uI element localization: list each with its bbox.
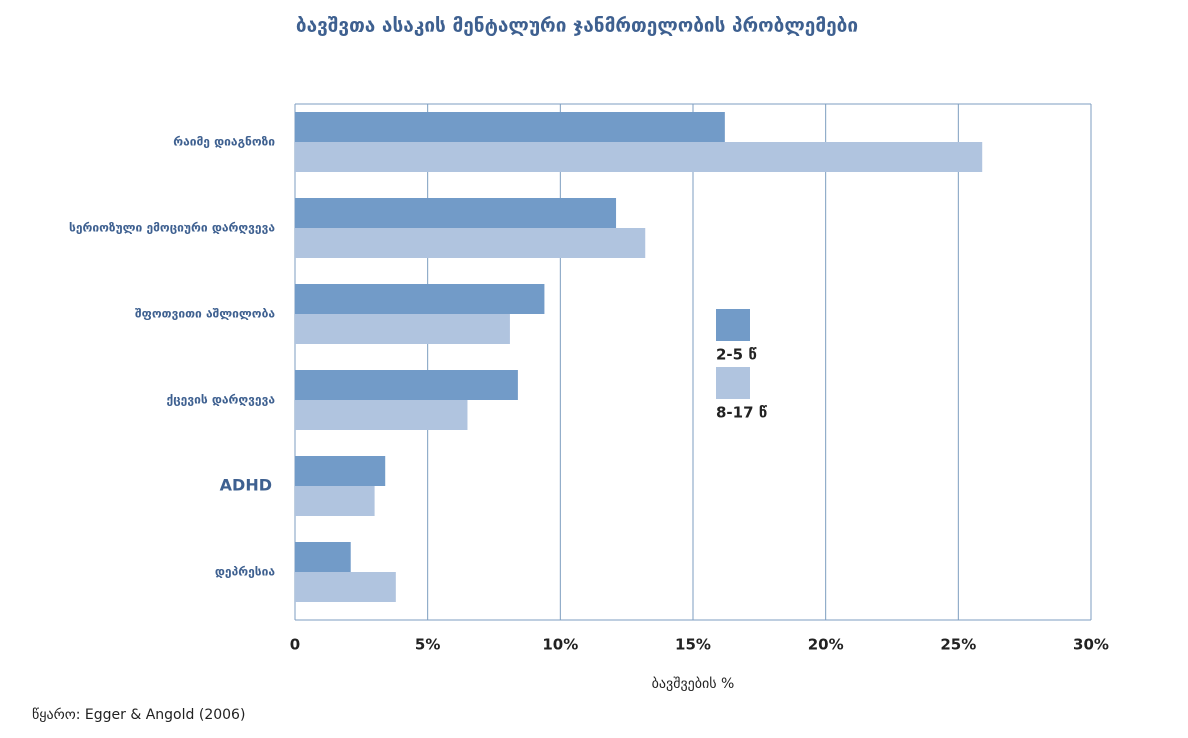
y-tick-label: რაიმე დიაგნოზი [173,135,275,149]
bar [295,542,351,572]
legend-label: 2-5 წ [716,346,757,364]
y-tick-label: ქცევის დარღვევა [166,393,275,407]
chart-title: ბავშვთა ასაკის მენტალური ჯანმრთელობის პრ… [296,15,858,37]
x-axis-label: ბავშვების % [652,676,735,692]
y-tick-label: შფოთვითი აშლილობა [135,307,275,321]
bar [295,112,725,142]
bar [295,198,617,228]
legend-swatch [716,367,750,399]
x-tick-label: 5% [415,636,440,654]
source-note: წყარო: Egger & Angold (2006) [32,706,245,723]
x-tick-label: 20% [808,636,844,654]
x-tick-label: 25% [940,636,976,654]
bar [295,142,983,172]
legend-label: 8-17 წ [716,404,767,422]
y-tick-label: ADHD [220,476,272,495]
bar [295,456,386,486]
y-tick-label: დეპრესია [215,565,275,579]
bar [295,228,646,258]
bar [295,572,396,602]
bar [295,314,510,344]
bar [295,284,545,314]
bar [295,400,468,430]
x-tick-label: 15% [675,636,711,654]
bar [295,486,375,516]
legend-swatch [716,309,750,341]
y-tick-label: სერიოზული ემოციური დარღვევა [69,221,275,235]
x-tick-label: 30% [1073,636,1109,654]
bar [295,370,518,400]
x-tick-label: 10% [542,636,578,654]
x-tick-label: 0 [290,636,300,654]
